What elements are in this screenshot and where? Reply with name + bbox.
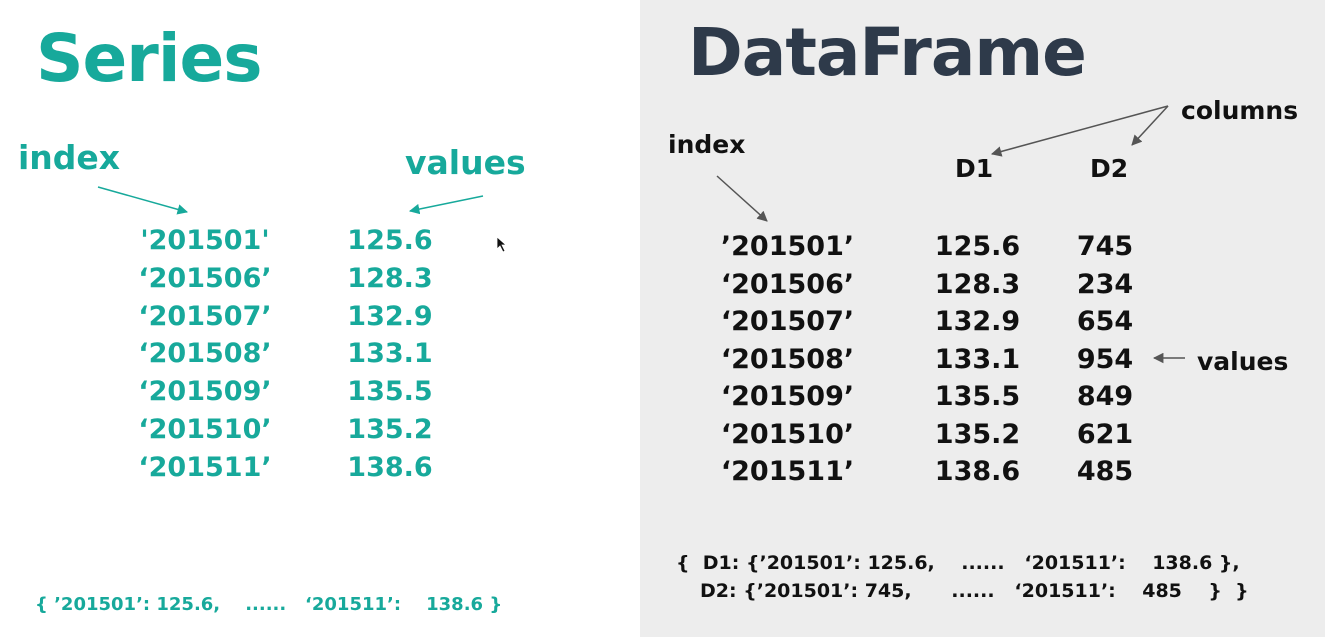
dataframe-d1-cell: 128.3 bbox=[934, 268, 1021, 300]
series-index-list: '201501' ‘201506’ ‘201507’ ‘201508’ ‘201… bbox=[130, 222, 280, 487]
dataframe-values-label: values bbox=[1197, 347, 1289, 376]
dataframe-d1-cell: 132.9 bbox=[934, 306, 1021, 337]
dataframe-index-item: ’201501’ bbox=[720, 231, 855, 262]
dataframe-d1-cell: 138.6 bbox=[934, 456, 1021, 487]
series-value-item: 138.6 bbox=[347, 451, 433, 483]
series-value-item: 128.3 bbox=[347, 262, 433, 294]
series-index-item: '201501' bbox=[140, 225, 270, 256]
series-value-item: 132.9 bbox=[347, 300, 433, 332]
dataframe-index-item: ‘201510’ bbox=[720, 418, 855, 450]
dataframe-d1-cell: 135.2 bbox=[934, 418, 1021, 450]
series-index-item: ‘201511’ bbox=[138, 451, 272, 483]
dataframe-title: DataFrame bbox=[688, 14, 1087, 91]
dataframe-d1-cell: 125.6 bbox=[934, 231, 1021, 262]
series-index-label: index bbox=[18, 138, 121, 177]
series-index-item: ‘201507’ bbox=[138, 300, 272, 332]
dataframe-d2-cell: 621 bbox=[1076, 418, 1134, 450]
dataframe-index-item: ‘201506’ bbox=[720, 268, 855, 300]
dataframe-index-item: ‘201509’ bbox=[720, 381, 855, 412]
series-index-item: ‘201509’ bbox=[138, 376, 272, 408]
series-index-arrow bbox=[97, 186, 189, 215]
dataframe-columns-arrow-d2 bbox=[1131, 105, 1169, 146]
dataframe-d1-cell: 133.1 bbox=[934, 343, 1021, 375]
series-values-list: 125.6 128.3 132.9 133.1 135.5 135.2 138.… bbox=[335, 222, 445, 487]
dataframe-dict-line-1: { D1: {’201501’: 125.6, ...... ‘201511’:… bbox=[676, 552, 1240, 574]
dataframe-index-label: index bbox=[668, 130, 746, 159]
dataframe-d2-cell: 849 bbox=[1076, 381, 1134, 412]
series-title: Series bbox=[36, 20, 263, 97]
dataframe-index-arrow bbox=[716, 175, 768, 222]
series-index-item: ‘201506’ bbox=[138, 262, 272, 294]
series-values-arrow bbox=[408, 195, 484, 215]
dataframe-dict-line-2: D2: {’201501’: 745, ...... ‘201511’: 485… bbox=[700, 580, 1249, 602]
dataframe-column-header-d1: D1 bbox=[955, 154, 994, 183]
series-values-label: values bbox=[405, 143, 526, 182]
dataframe-panel: DataFrame columns index D1 D2 ’201501’ ‘… bbox=[640, 0, 1325, 637]
dataframe-index-list: ’201501’ ‘201506’ ‘201507’ ‘201508’ ‘201… bbox=[710, 228, 865, 491]
dataframe-columns-arrow-d1 bbox=[990, 105, 1169, 157]
dataframe-column-header-d2: D2 bbox=[1090, 154, 1129, 183]
dataframe-d2-cell: 745 bbox=[1076, 231, 1134, 262]
dataframe-index-item: ‘201508’ bbox=[720, 343, 855, 375]
series-index-item: ‘201510’ bbox=[138, 413, 272, 445]
dataframe-d2-cell: 954 bbox=[1076, 343, 1134, 375]
series-value-item: 125.6 bbox=[347, 225, 433, 256]
dataframe-d2-cell: 485 bbox=[1076, 456, 1134, 487]
dataframe-d1-list: 125.6 128.3 132.9 133.1 135.5 135.2 138.… bbox=[925, 228, 1030, 491]
series-panel: Series index values '201501' ‘201506’ ‘2… bbox=[0, 0, 640, 637]
dataframe-d2-list: 745 234 654 954 849 621 485 bbox=[1065, 228, 1145, 491]
dataframe-index-item: ‘201511’ bbox=[720, 456, 855, 487]
series-value-item: 135.5 bbox=[347, 376, 433, 408]
dataframe-index-item: ‘201507’ bbox=[720, 306, 855, 337]
dataframe-d1-cell: 135.5 bbox=[934, 381, 1021, 412]
dataframe-columns-label: columns bbox=[1181, 96, 1299, 125]
dataframe-d2-cell: 654 bbox=[1076, 306, 1134, 337]
series-index-item: ‘201508’ bbox=[138, 338, 272, 370]
series-value-item: 133.1 bbox=[347, 338, 433, 370]
series-value-item: 135.2 bbox=[347, 413, 433, 445]
dataframe-d2-cell: 234 bbox=[1076, 268, 1134, 300]
series-dict-notation: { ’201501’: 125.6, ...... ‘201511’: 138.… bbox=[35, 594, 503, 615]
